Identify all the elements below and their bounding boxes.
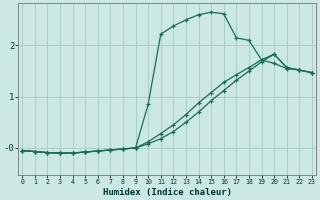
X-axis label: Humidex (Indice chaleur): Humidex (Indice chaleur) xyxy=(102,188,232,197)
